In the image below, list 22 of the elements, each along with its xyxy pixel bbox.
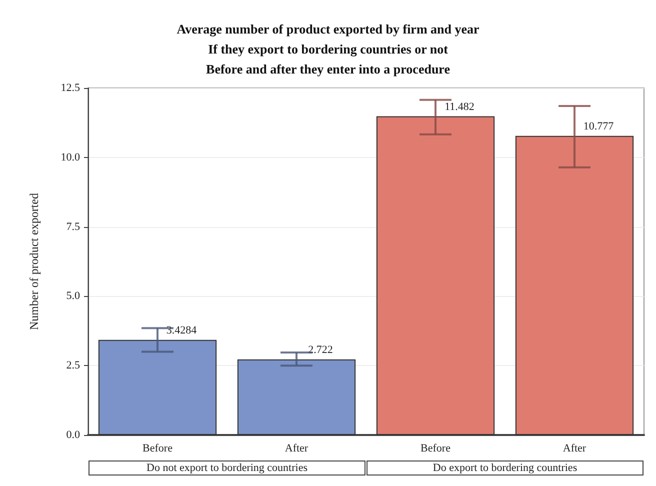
x-tick-label: After <box>562 442 586 454</box>
bar <box>98 340 217 435</box>
x-tick-label: Before <box>420 442 451 454</box>
text: Do not export to bordering countries <box>146 462 308 474</box>
data-label: 2.722 <box>308 344 333 356</box>
y-tick-label: 12.5 <box>60 82 80 94</box>
text: Do export to bordering countries <box>432 462 578 474</box>
bar <box>237 359 356 435</box>
data-label: 11.482 <box>444 100 474 113</box>
y-tick-label: 7.5 <box>66 220 80 233</box>
chart-title: Average number of product exported by firm and year If they export to bordering countries or not Before and after they enter into a procedure <box>176 22 480 76</box>
y-tick-label: 10.0 <box>60 151 80 164</box>
x-tick-label: Before <box>142 442 173 454</box>
y-tick-label: 2.5 <box>66 360 80 372</box>
data-label: 10.777 <box>583 120 614 132</box>
y-tick-label: 5.0 <box>66 290 80 302</box>
bar <box>515 136 634 435</box>
x-tick-label: After <box>284 442 308 454</box>
bar <box>376 116 495 435</box>
y-tick-label: 0.0 <box>66 429 80 441</box>
data-label: 3.4284 <box>166 324 198 336</box>
y-axis-title: Number of product exported <box>27 193 41 330</box>
